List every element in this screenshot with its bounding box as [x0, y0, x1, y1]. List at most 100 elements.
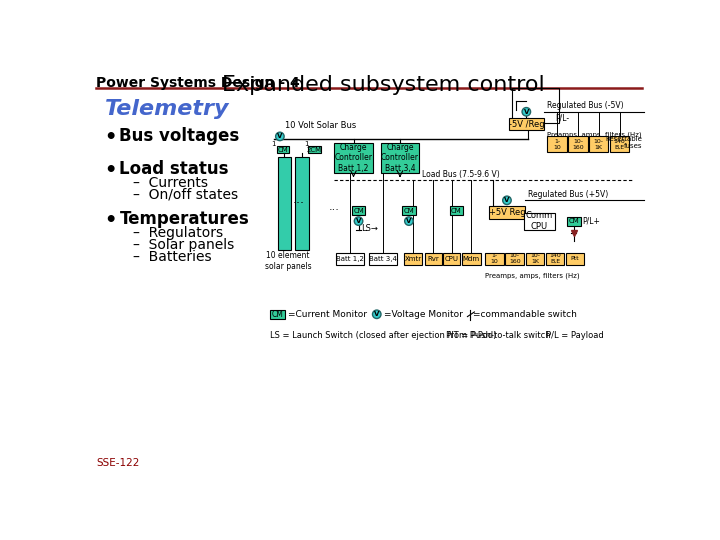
- Text: Preamps, amps, filters (Hz): Preamps, amps, filters (Hz): [485, 273, 580, 279]
- Text: Charge
Controller
Batt 3,4: Charge Controller Batt 3,4: [381, 143, 419, 173]
- Text: –  Solar panels: – Solar panels: [132, 238, 234, 252]
- Bar: [307, 146, 321, 153]
- Bar: [566, 253, 585, 265]
- Circle shape: [522, 107, 531, 116]
- Bar: [508, 118, 544, 130]
- Circle shape: [372, 310, 381, 319]
- Bar: [449, 206, 463, 215]
- Text: V: V: [356, 218, 361, 224]
- Text: Regulated Bus (+5V): Regulated Bus (+5V): [528, 190, 608, 199]
- Bar: [295, 157, 309, 249]
- Text: Telemetry: Telemetry: [105, 99, 230, 119]
- Bar: [485, 253, 504, 265]
- Text: 1: 1: [271, 141, 276, 147]
- Text: -5V /Reg: -5V /Reg: [508, 119, 544, 129]
- Text: P/L-: P/L-: [555, 113, 569, 123]
- Text: 1-
10: 1- 10: [490, 253, 498, 264]
- Bar: [567, 217, 580, 226]
- Text: Expanded subsystem control: Expanded subsystem control: [222, 75, 544, 95]
- Text: Load status: Load status: [120, 160, 229, 178]
- Text: 10-
160: 10- 160: [509, 253, 521, 264]
- Text: V: V: [277, 133, 282, 139]
- Circle shape: [405, 217, 413, 225]
- Text: 140
B,E: 140 B,E: [614, 139, 626, 150]
- Text: 10-
1K: 10- 1K: [530, 253, 540, 264]
- Text: •: •: [104, 128, 117, 147]
- Text: –  On/off states: – On/off states: [132, 188, 238, 202]
- Text: CPU: CPU: [445, 256, 459, 262]
- Bar: [334, 143, 373, 173]
- Text: –  Currents: – Currents: [132, 176, 207, 190]
- Text: P/L+: P/L+: [582, 217, 600, 226]
- Text: Batt 1,2: Batt 1,2: [336, 256, 364, 262]
- Bar: [270, 310, 285, 319]
- Text: =Current Monitor: =Current Monitor: [289, 310, 367, 319]
- Text: V: V: [374, 311, 379, 318]
- Text: •: •: [104, 161, 117, 180]
- Bar: [369, 253, 397, 265]
- Text: V: V: [406, 218, 412, 224]
- Text: CM: CM: [278, 146, 288, 152]
- Bar: [589, 137, 608, 152]
- Bar: [546, 253, 564, 265]
- Bar: [524, 213, 555, 230]
- Text: Batt 3,4: Batt 3,4: [369, 256, 397, 262]
- Text: Xmtr: Xmtr: [405, 256, 422, 262]
- Text: LS = Launch Switch (closed after ejection from P-Pod): LS = Launch Switch (closed after ejectio…: [270, 332, 496, 340]
- Text: 10 Volt Solar Bus: 10 Volt Solar Bus: [285, 122, 356, 130]
- Text: =commandable switch: =commandable switch: [473, 310, 577, 319]
- Text: V: V: [523, 109, 529, 115]
- Text: 1-
10: 1- 10: [553, 139, 561, 150]
- Bar: [547, 137, 567, 152]
- Bar: [381, 143, 419, 173]
- Text: +5V Reg: +5V Reg: [489, 208, 526, 217]
- Bar: [513, 88, 559, 123]
- Bar: [276, 146, 289, 153]
- Text: Mdm: Mdm: [463, 256, 480, 262]
- Bar: [489, 206, 525, 219]
- Bar: [610, 137, 629, 152]
- Text: CM: CM: [568, 219, 579, 225]
- Text: Regulated Bus (-5V): Regulated Bus (-5V): [547, 101, 624, 110]
- Text: Load Bus (7.5-9.6 V): Load Bus (7.5-9.6 V): [422, 170, 500, 179]
- Circle shape: [503, 196, 511, 205]
- Circle shape: [276, 132, 284, 140]
- Text: CM: CM: [403, 208, 414, 214]
- Bar: [526, 253, 544, 265]
- Text: CM: CM: [451, 208, 462, 214]
- Bar: [277, 157, 291, 249]
- Text: Rvr: Rvr: [428, 256, 439, 262]
- Text: 10 element
solar panels: 10 element solar panels: [265, 251, 311, 271]
- Text: CM: CM: [354, 208, 364, 214]
- Bar: [444, 253, 461, 265]
- Bar: [505, 253, 524, 265]
- Text: 140
B,E: 140 B,E: [549, 253, 561, 264]
- Text: 10-
1K: 10- 1K: [594, 139, 604, 150]
- Text: –  Regulators: – Regulators: [132, 226, 222, 240]
- Text: Comm
CPU: Comm CPU: [526, 212, 553, 231]
- Text: SSE-122: SSE-122: [96, 458, 140, 468]
- Text: PIT = Push-to-talk switch: PIT = Push-to-talk switch: [446, 332, 551, 340]
- Bar: [425, 253, 442, 265]
- Text: •: •: [104, 211, 117, 230]
- Text: =Voltage Monitor: =Voltage Monitor: [384, 310, 463, 319]
- Text: 1: 1: [304, 141, 309, 147]
- Bar: [568, 137, 588, 152]
- Text: Ptt: Ptt: [571, 256, 580, 261]
- Text: Temperatures: Temperatures: [120, 211, 249, 228]
- Text: ···: ···: [292, 197, 305, 210]
- Text: –  Batteries: – Batteries: [132, 251, 211, 265]
- Text: LS→: LS→: [361, 224, 378, 233]
- Text: 10-
160: 10- 160: [572, 139, 584, 150]
- Text: Preamps, amps, filters (Hz): Preamps, amps, filters (Hz): [547, 132, 642, 138]
- Text: V: V: [504, 197, 510, 204]
- Text: Resettable
fuses: Resettable fuses: [606, 137, 642, 150]
- Circle shape: [354, 217, 363, 225]
- Text: 2CM: 2CM: [307, 146, 322, 152]
- Bar: [404, 253, 423, 265]
- Text: Bus voltages: Bus voltages: [120, 127, 240, 145]
- Text: Charge
Controller
Batt 1,2: Charge Controller Batt 1,2: [335, 143, 372, 173]
- Text: ···: ···: [329, 205, 340, 215]
- Bar: [462, 253, 481, 265]
- Text: Power Systems Design - 4: Power Systems Design - 4: [96, 76, 300, 90]
